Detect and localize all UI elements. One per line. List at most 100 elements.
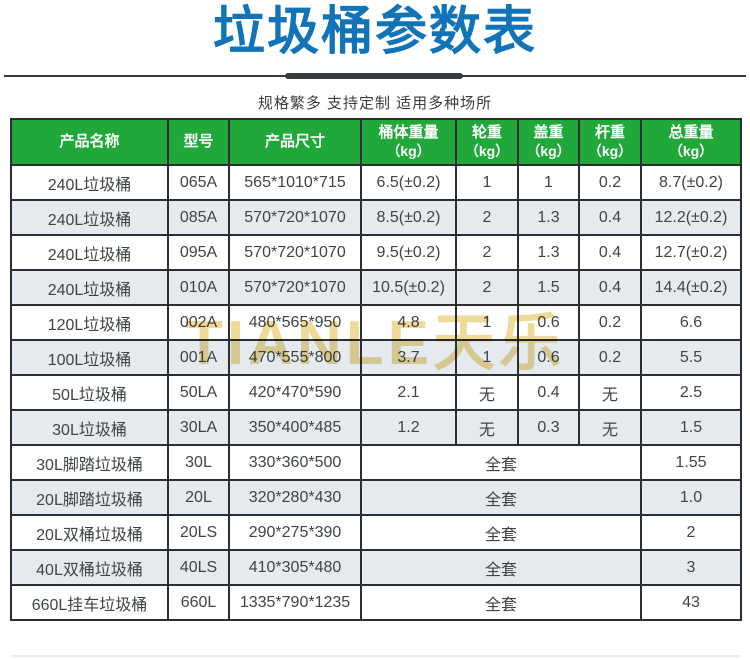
cell-lid-weight: 0.3 bbox=[517, 409, 580, 446]
cell-name: 20L双桶垃圾桶 bbox=[10, 514, 169, 551]
cell-full-set: 全套 bbox=[360, 584, 642, 621]
cell-rod-weight: 0.2 bbox=[578, 304, 642, 341]
table-row: 120L垃圾桶 002A 480*565*950 4.8 1 0.6 0.2 6.6 bbox=[10, 304, 742, 341]
cell-body-weight: 6.5(±0.2) bbox=[360, 164, 457, 201]
cell-body-weight: 9.5(±0.2) bbox=[360, 234, 457, 271]
cell-wheel-weight: 2 bbox=[455, 234, 519, 271]
cell-total-weight: 1.55 bbox=[640, 444, 742, 481]
cell-body-weight: 10.5(±0.2) bbox=[360, 269, 457, 306]
cell-total-weight: 12.7(±0.2) bbox=[640, 234, 742, 271]
cell-body-weight: 2.1 bbox=[360, 374, 457, 411]
cell-size: 570*720*1070 bbox=[228, 269, 362, 306]
cell-wheel-weight: 无 bbox=[455, 374, 519, 411]
cell-full-set: 全套 bbox=[360, 444, 642, 481]
cell-model: 20LS bbox=[167, 514, 230, 551]
cell-name: 240L垃圾桶 bbox=[10, 164, 169, 201]
bottom-shadow bbox=[10, 655, 740, 657]
cell-model: 20L bbox=[167, 479, 230, 516]
table-row: 40L双桶垃圾桶 40LS 410*305*480 全套 3 bbox=[10, 549, 742, 586]
cell-size: 420*470*590 bbox=[228, 374, 362, 411]
cell-model: 002A bbox=[167, 304, 230, 341]
title-divider bbox=[4, 73, 746, 79]
cell-name: 240L垃圾桶 bbox=[10, 269, 169, 306]
cell-size: 565*1010*715 bbox=[228, 164, 362, 201]
cell-total-weight: 1.0 bbox=[640, 479, 742, 516]
table-row: 240L垃圾桶 065A 565*1010*715 6.5(±0.2) 1 1 0.2 8.7… bbox=[10, 164, 742, 201]
col-header-model: 型号 bbox=[167, 118, 230, 166]
table-body: 240L垃圾桶 065A 565*1010*715 6.5(±0.2) 1 1 0.2 8.7… bbox=[10, 164, 742, 621]
cell-model: 40LS bbox=[167, 549, 230, 586]
cell-rod-weight: 0.4 bbox=[578, 269, 642, 306]
cell-total-weight: 6.6 bbox=[640, 304, 742, 341]
cell-size: 290*275*390 bbox=[228, 514, 362, 551]
cell-model: 010A bbox=[167, 269, 230, 306]
cell-full-set: 全套 bbox=[360, 479, 642, 516]
cell-size: 1335*790*1235 bbox=[228, 584, 362, 621]
cell-total-weight: 2.5 bbox=[640, 374, 742, 411]
table-row: 240L垃圾桶 095A 570*720*1070 9.5(±0.2) 2 1.3 0.4 1… bbox=[10, 234, 742, 271]
cell-name: 240L垃圾桶 bbox=[10, 234, 169, 271]
cell-name: 20L脚踏垃圾桶 bbox=[10, 479, 169, 516]
table-row: 30L垃圾桶 30LA 350*400*485 1.2 无 0.3 无 1.5 bbox=[10, 409, 742, 446]
table-row: 100L垃圾桶 001A 470*555*800 3.7 1 0.6 0.2 5.5 bbox=[10, 339, 742, 376]
cell-rod-weight: 0.4 bbox=[578, 234, 642, 271]
cell-name: 100L垃圾桶 bbox=[10, 339, 169, 376]
cell-size: 320*280*430 bbox=[228, 479, 362, 516]
cell-body-weight: 3.7 bbox=[360, 339, 457, 376]
col-header-lid-weight: 盖重 （kg） bbox=[517, 118, 580, 166]
cell-model: 095A bbox=[167, 234, 230, 271]
cell-name: 30L脚踏垃圾桶 bbox=[10, 444, 169, 481]
cell-wheel-weight: 1 bbox=[455, 164, 519, 201]
cell-model: 660L bbox=[167, 584, 230, 621]
cell-model: 085A bbox=[167, 199, 230, 236]
cell-wheel-weight: 2 bbox=[455, 199, 519, 236]
cell-lid-weight: 1.5 bbox=[517, 269, 580, 306]
cell-total-weight: 5.5 bbox=[640, 339, 742, 376]
table-row: 660L挂车垃圾桶 660L 1335*790*1235 全套 43 bbox=[10, 584, 742, 621]
table-row: 20L脚踏垃圾桶 20L 320*280*430 全套 1.0 bbox=[10, 479, 742, 516]
cell-name: 50L垃圾桶 bbox=[10, 374, 169, 411]
col-header-wheel-weight: 轮重 （kg） bbox=[455, 118, 519, 166]
table-header-row: 产品名称 型号 产品尺寸 桶体重量 （kg） 轮重 （kg） 盖重 （kg） 杆重 （kg） 总重量（… bbox=[10, 118, 742, 166]
table-row: 30L脚踏垃圾桶 30L 330*360*500 全套 1.55 bbox=[10, 444, 742, 481]
cell-wheel-weight: 1 bbox=[455, 304, 519, 341]
cell-rod-weight: 0.2 bbox=[578, 164, 642, 201]
cell-total-weight: 43 bbox=[640, 584, 742, 621]
cell-model: 30L bbox=[167, 444, 230, 481]
cell-full-set: 全套 bbox=[360, 514, 642, 551]
cell-lid-weight: 1.3 bbox=[517, 199, 580, 236]
cell-total-weight: 2 bbox=[640, 514, 742, 551]
page-title: 垃圾桶参数表 bbox=[212, 3, 537, 61]
cell-wheel-weight: 无 bbox=[455, 409, 519, 446]
cell-name: 120L垃圾桶 bbox=[10, 304, 169, 341]
col-header-body-weight: 桶体重量 （kg） bbox=[360, 118, 457, 166]
cell-name: 660L挂车垃圾桶 bbox=[10, 584, 169, 621]
cell-size: 570*720*1070 bbox=[228, 199, 362, 236]
cell-total-weight: 8.7(±0.2) bbox=[640, 164, 742, 201]
spec-table: 产品名称 型号 产品尺寸 桶体重量 （kg） 轮重 （kg） 盖重 （kg） 杆重 （kg） 总重量（… bbox=[10, 118, 742, 621]
cell-rod-weight: 0.4 bbox=[578, 199, 642, 236]
cell-lid-weight: 1.3 bbox=[517, 234, 580, 271]
cell-size: 480*565*950 bbox=[228, 304, 362, 341]
cell-total-weight: 14.4(±0.2) bbox=[640, 269, 742, 306]
cell-size: 330*360*500 bbox=[228, 444, 362, 481]
cell-full-set: 全套 bbox=[360, 549, 642, 586]
cell-size: 470*555*800 bbox=[228, 339, 362, 376]
col-header-rod-weight: 杆重 （kg） bbox=[578, 118, 642, 166]
cell-rod-weight: 0.2 bbox=[578, 339, 642, 376]
cell-lid-weight: 1 bbox=[517, 164, 580, 201]
col-header-name: 产品名称 bbox=[10, 118, 169, 166]
subtitle: 规格繁多 支持定制 适用多种场所 bbox=[257, 95, 493, 112]
cell-lid-weight: 0.6 bbox=[517, 339, 580, 376]
cell-model: 065A bbox=[167, 164, 230, 201]
cell-size: 570*720*1070 bbox=[228, 234, 362, 271]
title-divider-accent bbox=[285, 73, 463, 79]
table-row: 50L垃圾桶 50LA 420*470*590 2.1 无 0.4 无 2.5 bbox=[10, 374, 742, 411]
cell-name: 30L垃圾桶 bbox=[10, 409, 169, 446]
cell-name: 240L垃圾桶 bbox=[10, 199, 169, 236]
cell-model: 50LA bbox=[167, 374, 230, 411]
table-header: 产品名称 型号 产品尺寸 桶体重量 （kg） 轮重 （kg） 盖重 （kg） 杆重 （kg） 总重量（… bbox=[10, 118, 742, 166]
table-row: 240L垃圾桶 085A 570*720*1070 8.5(±0.2) 2 1.3 0.4 1… bbox=[10, 199, 742, 236]
cell-model: 001A bbox=[167, 339, 230, 376]
